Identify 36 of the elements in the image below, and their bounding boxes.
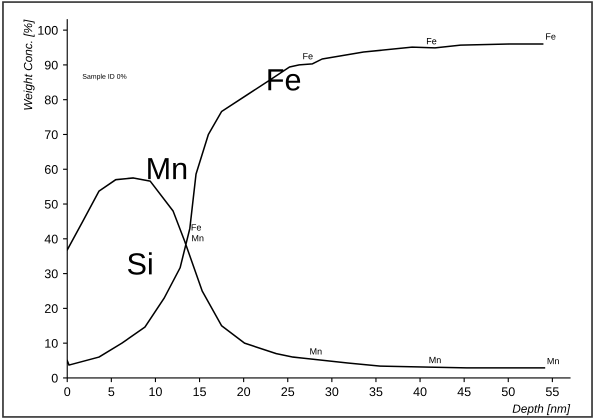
x-tick-label: 40 — [413, 387, 427, 396]
annotation: Fe — [268, 69, 300, 91]
y-tick-label: 70 — [44, 130, 58, 140]
y-tick-label: 80 — [44, 95, 58, 104]
x-tick-label: 55 — [546, 387, 559, 396]
x-tick-label: 25 — [281, 387, 294, 396]
y-axis-title: Weight Conc. [%] — [24, 19, 35, 110]
y-tick-label: 20 — [44, 304, 58, 314]
y-tick-label: 50 — [44, 200, 58, 209]
x-tick-label: 50 — [502, 387, 515, 396]
annotation: Fe — [426, 38, 436, 44]
annotation: Mn — [192, 235, 204, 242]
y-tick-label: 60 — [44, 165, 58, 174]
x-tick-label: 30 — [325, 387, 338, 396]
x-axis-title: Depth [nm] — [512, 404, 570, 416]
annotation: Mn — [548, 358, 559, 364]
y-tick-label: 0 — [52, 374, 58, 383]
annotation: Mn — [429, 356, 441, 364]
x-tick-label: 45 — [458, 387, 471, 396]
y-tick-label: 100 — [38, 26, 58, 35]
x-tick-label: 0 — [64, 387, 70, 396]
x-tick-label: 10 — [149, 387, 162, 396]
annotation: Si — [128, 252, 152, 275]
x-tick-label: 5 — [108, 387, 114, 396]
x-tick-label: 20 — [237, 387, 250, 396]
annotation: Fe — [303, 53, 313, 60]
y-tick-label: 10 — [45, 338, 58, 348]
y-tick-label: 40 — [44, 234, 58, 244]
annotation: Fe — [192, 224, 202, 231]
annotation: Mn — [148, 158, 186, 180]
x-tick-label: 35 — [369, 387, 382, 396]
y-tick-label: 30 — [44, 269, 58, 278]
x-tick-label: 15 — [194, 387, 206, 396]
y-tick-label: 90 — [44, 60, 58, 70]
annotation: Fe — [546, 33, 556, 40]
annotation: Mn — [310, 348, 322, 354]
